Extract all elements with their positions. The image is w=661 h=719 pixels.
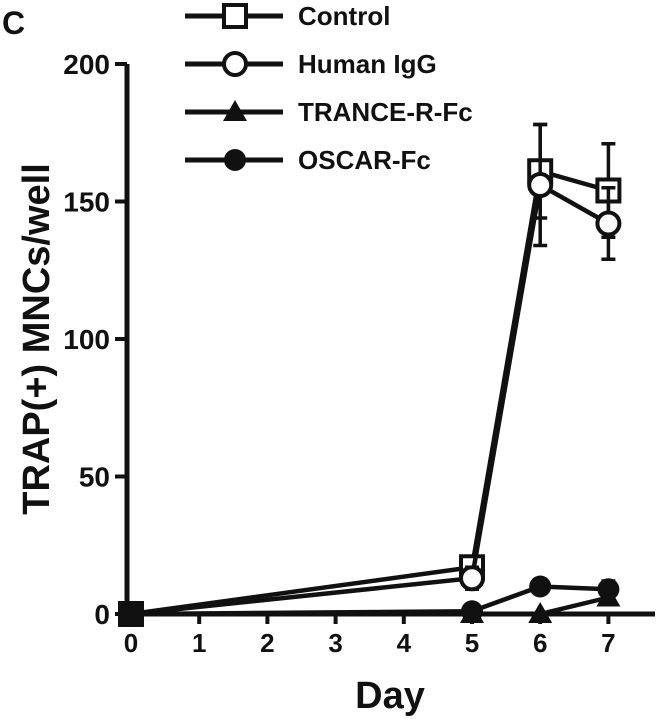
y-tick-label: 0 (94, 599, 110, 630)
legend-item-human-igg: Human IgG (185, 49, 437, 79)
series-line (130, 181, 610, 617)
data-point (459, 565, 485, 592)
legend-marker (222, 3, 248, 29)
legend-item-trance-r-fc: TRANCE-R-Fc (185, 97, 473, 127)
y-tick-label: 200 (63, 49, 110, 80)
y-tick-label: 50 (79, 462, 110, 493)
x-tick-label: 0 (124, 628, 138, 658)
legend-marker (222, 51, 248, 77)
x-tick-label: 5 (465, 628, 479, 658)
x-axis-label: Day (355, 675, 425, 717)
series-line (130, 168, 610, 617)
data-point (528, 602, 553, 623)
legend: Control Human IgG TRANCE-R-Fc OSCAR-Fc (185, 1, 473, 175)
legend-item-control: Control (185, 1, 390, 31)
data-point (527, 172, 554, 198)
legend-label: Human IgG (298, 49, 437, 79)
series-line (130, 584, 609, 617)
legend-marker (224, 149, 246, 171)
data-point (120, 603, 142, 625)
x-tick-label: 7 (601, 628, 615, 658)
x-tick-label: 3 (328, 628, 342, 658)
legend-label: TRANCE-R-Fc (298, 97, 473, 127)
panel-label: C (2, 5, 25, 41)
data-point (595, 210, 622, 237)
legend-label: OSCAR-Fc (298, 145, 431, 175)
legend-marker (223, 100, 247, 121)
x-tick-label: 4 (397, 628, 412, 658)
plot-area (118, 122, 622, 627)
x-tick-label: 2 (260, 628, 274, 658)
data-point (529, 575, 552, 598)
ticks: 0 1 2 3 4 5 6 7 0 50 100 150 200 (63, 49, 615, 658)
y-axis-label: TRAP(+) MNCs/well (16, 163, 58, 515)
y-tick-label: 100 (63, 324, 110, 355)
legend-label: Control (298, 1, 390, 31)
y-tick-label: 150 (63, 187, 110, 218)
series-control (118, 122, 622, 627)
series-oscar-fc (120, 575, 620, 625)
x-tick-label: 6 (533, 628, 547, 658)
data-point (597, 578, 620, 601)
legend-item-oscar-fc: OSCAR-Fc (185, 145, 431, 175)
data-point (461, 600, 483, 623)
x-tick-label: 1 (192, 628, 206, 658)
series-human-igg (118, 122, 622, 627)
